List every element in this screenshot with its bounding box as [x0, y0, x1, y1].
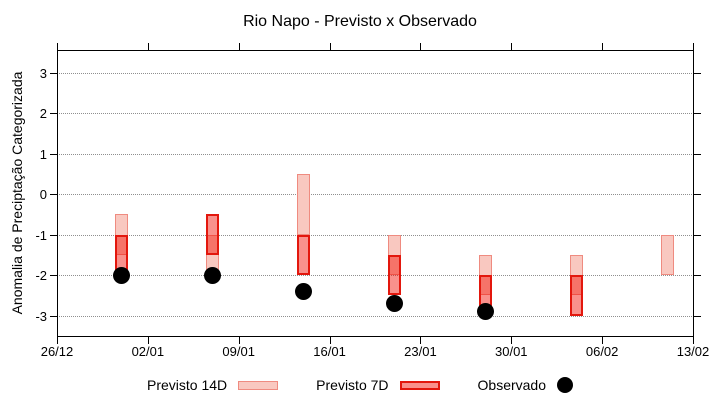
- bottom-tick-09/01: [238, 337, 240, 344]
- x-tick-label: 26/12: [40, 344, 74, 359]
- gridline-y3: [59, 72, 692, 74]
- x-tick-label: 06/02: [585, 344, 619, 359]
- y-tick-label: 3: [39, 65, 47, 81]
- gridline-y-1: [59, 234, 692, 236]
- legend-label-observado: Observado: [477, 377, 546, 393]
- legend-item-previsto-7d: Previsto 7D: [316, 377, 440, 393]
- chart-title: Rio Napo - Previsto x Observado: [243, 13, 477, 30]
- right-tick-y-1: [694, 234, 701, 236]
- previsto-7d-swatch-icon: [399, 380, 440, 390]
- left-tick-y2: [50, 113, 57, 114]
- right-tick-y1: [694, 153, 701, 155]
- top-tick-13/02: [693, 43, 694, 50]
- observado-dot: [385, 294, 403, 312]
- previsto-7d-bar: [206, 214, 220, 255]
- right-tick-y-3: [694, 315, 701, 317]
- x-tick-label: 13/02: [676, 344, 710, 359]
- gridline-y-3: [59, 315, 692, 317]
- bottom-tick-02/01: [147, 337, 149, 344]
- gridline-y0: [59, 194, 692, 195]
- legend-item-observado: Observado: [478, 377, 573, 393]
- x-tick-label: 02/01: [131, 344, 165, 359]
- observado-dot: [295, 282, 313, 300]
- bottom-tick-30/01: [511, 337, 513, 344]
- previsto-7d-bar: [569, 275, 583, 316]
- y-tick-label: 0: [39, 187, 47, 202]
- y-tick-label: 1: [39, 146, 47, 162]
- previsto-14d-bar: [660, 234, 674, 275]
- previsto-14d-bar: [297, 173, 311, 235]
- left-tick-y-2: [50, 275, 57, 276]
- previsto-14d-swatch-icon: [238, 380, 279, 390]
- top-tick-26/12: [57, 43, 58, 50]
- y-tick-label: 2: [39, 106, 47, 121]
- top-tick-23/01: [420, 43, 422, 50]
- top-tick-02/01: [147, 43, 149, 50]
- observado-swatch-icon: [557, 377, 573, 393]
- right-tick-y2: [694, 113, 701, 114]
- legend-item-previsto-14d: Previsto 14D: [147, 377, 279, 393]
- x-tick-label: 09/01: [222, 344, 255, 359]
- legend-label-previsto-14d: Previsto 14D: [147, 377, 228, 393]
- left-tick-y3: [50, 72, 57, 74]
- left-tick-y0: [50, 194, 57, 195]
- plot-area: [57, 50, 694, 337]
- y-tick-label: -2: [35, 268, 47, 283]
- legend-label-previsto-7d: Previsto 7D: [316, 377, 389, 393]
- x-tick-label: 30/01: [495, 344, 528, 359]
- bottom-tick-16/01: [329, 337, 331, 344]
- x-tick-label: 23/01: [404, 344, 437, 359]
- legend: Previsto 14D Previsto 7D Observado: [0, 374, 720, 396]
- left-tick-y-1: [50, 234, 57, 236]
- bottom-tick-13/02: [693, 337, 694, 344]
- gridline-y2: [59, 113, 692, 114]
- bottom-tick-23/01: [420, 337, 422, 344]
- y-tick-label: -3: [35, 308, 47, 324]
- right-tick-y3: [694, 72, 701, 74]
- top-tick-16/01: [329, 43, 331, 50]
- y-tick-label: -1: [35, 227, 47, 243]
- gridline-y1: [59, 153, 692, 155]
- observado-dot: [113, 266, 131, 284]
- x-tick-label: 16/01: [313, 344, 346, 359]
- top-tick-06/02: [602, 43, 604, 50]
- left-tick-y-3: [50, 315, 57, 317]
- bottom-tick-06/02: [602, 337, 604, 344]
- previsto-7d-bar: [387, 254, 401, 296]
- gridline-y-2: [59, 275, 692, 276]
- top-tick-30/01: [511, 43, 513, 50]
- top-tick-09/01: [238, 43, 240, 50]
- right-tick-y-2: [694, 275, 701, 276]
- previsto-7d-bar: [297, 234, 311, 275]
- observado-dot: [476, 302, 494, 320]
- right-tick-y0: [694, 194, 701, 195]
- left-tick-y1: [50, 153, 57, 155]
- observado-dot: [204, 266, 222, 284]
- bottom-tick-26/12: [57, 337, 58, 344]
